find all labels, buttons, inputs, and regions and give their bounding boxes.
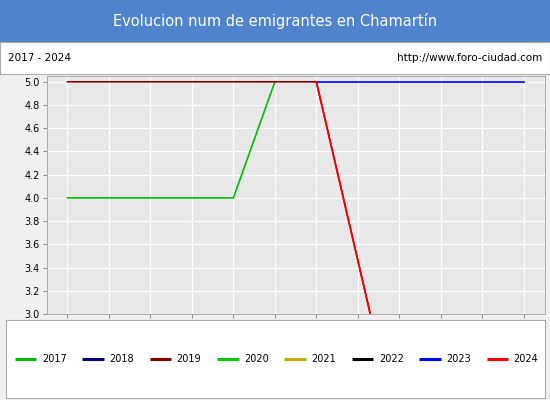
Text: 2024: 2024 [514,354,538,364]
Text: 2017: 2017 [42,354,67,364]
Text: http://www.foro-ciudad.com: http://www.foro-ciudad.com [397,53,542,63]
Text: 2017 - 2024: 2017 - 2024 [8,53,72,63]
Text: Evolucion num de emigrantes en Chamartín: Evolucion num de emigrantes en Chamartín [113,13,437,29]
Text: 2022: 2022 [379,354,404,364]
Text: 2018: 2018 [109,354,134,364]
Text: 2020: 2020 [244,354,269,364]
Text: 2019: 2019 [177,354,201,364]
Text: 2023: 2023 [446,354,471,364]
Text: 2021: 2021 [311,354,336,364]
